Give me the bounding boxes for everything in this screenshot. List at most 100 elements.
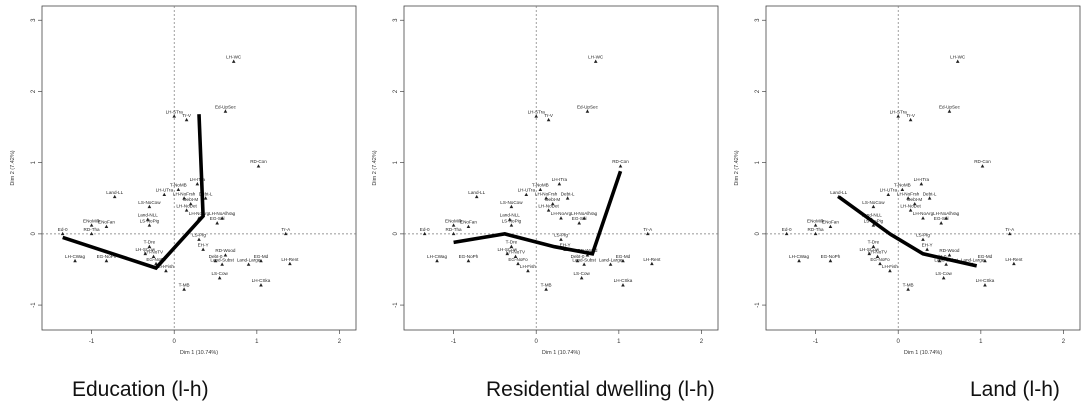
data-point-label: RD-Tha — [84, 227, 101, 232]
data-point-marker — [259, 258, 263, 263]
data-point-label: RD-Tha — [446, 227, 463, 232]
x-axis-label: Dim 1 (10.74%) — [542, 350, 580, 356]
data-point-label: LH-CWag — [65, 254, 85, 259]
data-point-marker — [154, 261, 158, 266]
data-point-marker — [557, 182, 562, 186]
data-point-marker — [955, 59, 960, 63]
data-point-marker — [516, 261, 520, 266]
data-point-label: LS-NoPig — [502, 218, 522, 223]
y-tick-label: 2 — [393, 89, 399, 93]
data-point-marker — [618, 164, 623, 168]
data-point-label: LH-NoTV — [868, 250, 888, 255]
data-point-marker — [201, 247, 205, 251]
plot-frame — [765, 5, 1081, 331]
x-tick-label: 1 — [979, 339, 983, 345]
data-point-label: EH-Y — [560, 243, 571, 248]
data-point-label: LH-NoFrsh — [173, 191, 196, 196]
data-point-label: Ed-0 — [782, 227, 792, 232]
y-tick-label: 2 — [31, 89, 37, 93]
data-point-label: LS-Pig — [554, 233, 568, 238]
y-tick-label: 1 — [393, 160, 399, 164]
chart-svg-2: -1 0 1 2 -1 0 1 2 3 Dim 1 (10.74%) Dim 2 (7.42%) LH… — [372, 5, 719, 356]
data-point-label: LS-NoCow — [138, 200, 161, 205]
data-point-label: LH-Rent — [1005, 257, 1023, 262]
data-point-marker — [466, 258, 471, 263]
data-point-marker — [937, 258, 942, 263]
data-point-marker — [509, 223, 514, 227]
data-point-label: Land-Subst — [210, 257, 234, 262]
data-point-label: LH-NoAllVag — [209, 211, 236, 216]
data-point-marker — [220, 216, 224, 220]
data-point-label: ENoFan — [460, 220, 477, 225]
data-point-label: EG-Sel — [934, 216, 949, 221]
data-point-marker — [513, 254, 518, 258]
data-point-marker — [828, 258, 833, 263]
data-point-marker — [906, 287, 910, 291]
data-point-marker — [151, 254, 156, 258]
data-point-marker — [112, 194, 117, 199]
data-point-marker — [559, 237, 563, 241]
data-point-label: LH-SCow — [859, 247, 879, 252]
data-point-label: EG-NoPh — [459, 254, 479, 259]
y-tick-label: 0 — [393, 232, 399, 236]
y-tick-label: -1 — [755, 302, 761, 308]
data-point-marker — [544, 287, 548, 291]
data-point-label: T-NoMB — [894, 183, 911, 188]
data-point-label: LH-SCow — [497, 247, 517, 252]
data-point-label: LH-NoTV — [506, 250, 526, 255]
data-point-marker — [182, 287, 186, 291]
data-point-label: LH-NoArg — [551, 211, 572, 216]
data-point-marker — [919, 182, 924, 186]
data-point-label: LH-CSka — [614, 278, 633, 283]
data-point-label: LH-UTra — [880, 188, 898, 193]
y-tick-label: 0 — [31, 232, 37, 236]
data-point-label: LH-NoDet — [900, 203, 921, 208]
data-point-marker — [147, 244, 152, 248]
data-point-label: LH-Rent — [643, 257, 661, 262]
data-point-marker — [534, 114, 539, 118]
data-point-marker — [983, 283, 987, 287]
data-point-label: LH-Fish — [520, 264, 537, 269]
data-point-label: Land-LL — [106, 190, 123, 195]
data-point-marker — [451, 223, 456, 227]
data-point-label: Land-NLL — [862, 213, 883, 218]
data-point-label: Land-NLL — [138, 213, 159, 218]
x-tick-label: 2 — [338, 339, 342, 345]
data-point-label: EG-Sel — [210, 216, 225, 221]
data-point-label: Debt-L — [199, 191, 213, 196]
data-point-marker — [621, 283, 625, 287]
data-point-marker — [435, 258, 439, 263]
data-point-marker — [60, 231, 65, 236]
data-point-label: LS-NoCow — [500, 200, 523, 205]
data-point-label: Land-Large — [237, 257, 261, 262]
plot-frame — [41, 5, 357, 331]
data-point-label: EG-NoFo — [870, 257, 890, 262]
data-point-marker — [878, 261, 882, 266]
data-point-marker — [104, 258, 109, 263]
data-point-marker — [944, 262, 948, 266]
data-point-label: LH-STra — [890, 109, 908, 114]
data-point-marker — [550, 201, 555, 206]
data-point-marker — [143, 251, 148, 256]
data-point-label: Ed-0 — [420, 227, 430, 232]
data-point-marker — [544, 196, 548, 200]
data-point-label: LH-Fish — [882, 264, 899, 269]
data-point-marker — [906, 196, 910, 200]
data-point-label: RD-Con — [612, 159, 629, 164]
data-point-label: LH-Fish — [158, 264, 175, 269]
x-tick-label: -1 — [89, 339, 95, 345]
data-point-marker — [546, 117, 551, 122]
data-point-label: Debt-0 — [571, 254, 585, 259]
data-point-marker — [565, 196, 570, 200]
data-point-marker — [813, 223, 818, 227]
data-point-label: LH-Rent — [281, 257, 299, 262]
data-point-marker — [73, 258, 77, 263]
data-point-marker — [89, 231, 94, 236]
data-point-label: ENoMilk — [445, 218, 463, 223]
y-axis-label: Dim 2 (7.42%) — [734, 150, 740, 185]
data-point-label: T-Dre — [868, 240, 880, 245]
chart-panel-2: -1 0 1 2 -1 0 1 2 3 Dim 1 (10.74%) Dim 2 (7.42%) LH… — [362, 0, 724, 416]
data-point-label: T-MB — [903, 282, 914, 287]
data-point-marker — [246, 262, 251, 266]
data-point-label: ENoFan — [822, 220, 839, 225]
